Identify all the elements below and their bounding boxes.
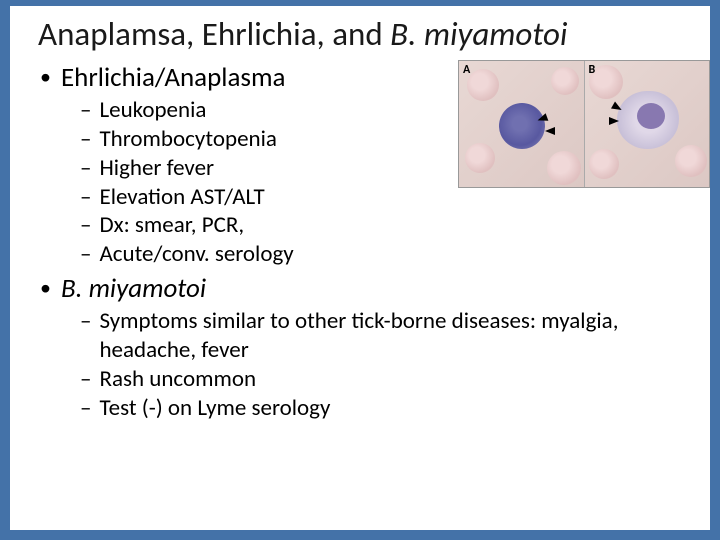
bullet-text: Thrombocytopenia: [99, 125, 276, 154]
arrow-icon: [536, 113, 548, 124]
panel-label-b: B: [589, 63, 596, 77]
dash-marker: –: [80, 394, 91, 423]
bullet-text: Test (-) on Lyme serology: [99, 394, 330, 423]
bullet-level2: – Test (-) on Lyme serology: [80, 394, 692, 423]
cell-inclusion: [637, 103, 665, 129]
rbc-shape: [467, 69, 499, 101]
micrograph-panel-b: B: [585, 61, 710, 187]
bullet-text: Leukopenia: [99, 96, 206, 125]
arrow-icon: [609, 117, 619, 125]
title-italic: B. miyamotoi: [390, 14, 567, 54]
bullet-text: Higher fever: [99, 154, 214, 183]
bullet-marker: •: [40, 62, 51, 93]
title-text: Anaplamsa, Ehrlichia, and: [38, 14, 390, 54]
bullet-marker: •: [40, 273, 51, 304]
dash-marker: –: [80, 307, 91, 336]
bullet-text: Ehrlichia/Anaplasma: [61, 62, 286, 94]
bullet-level2: – Rash uncommon: [80, 365, 692, 394]
slide-title: Anaplamsa, Ehrlichia, and B. miyamotoi: [10, 6, 710, 60]
dash-marker: –: [80, 240, 91, 269]
dash-marker: –: [80, 154, 91, 183]
cell-nucleus: [499, 103, 545, 149]
content-box: Anaplamsa, Ehrlichia, and B. miyamotoi A…: [10, 6, 710, 530]
bullet-text: Symptoms similar to other tick-borne dis…: [99, 307, 659, 365]
rbc-shape: [465, 143, 495, 173]
micrograph-panel-a: A: [459, 61, 585, 187]
rbc-shape: [551, 67, 579, 95]
bullet-text: Elevation AST/ALT: [99, 183, 264, 212]
bullet-level2: – Dx: smear, PCR,: [80, 211, 692, 240]
cell-cytoplasm: [617, 91, 679, 149]
dash-marker: –: [80, 211, 91, 240]
bullet-text: Rash uncommon: [99, 365, 256, 394]
rbc-shape: [589, 149, 619, 179]
bullet-level2: – Acute/conv. serology: [80, 240, 692, 269]
dash-marker: –: [80, 96, 91, 125]
micrograph-figure: A B: [458, 60, 710, 188]
bullet-text: B. miyamotoi: [61, 273, 206, 305]
dash-marker: –: [80, 125, 91, 154]
rbc-shape: [547, 151, 581, 185]
bullet-level2: – Symptoms similar to other tick-borne d…: [80, 307, 692, 365]
slide: Anaplamsa, Ehrlichia, and B. miyamotoi A…: [0, 0, 720, 540]
rbc-shape: [675, 145, 707, 177]
slide-body: A B: [10, 60, 710, 422]
bullet-level1: • B. miyamotoi: [40, 273, 692, 305]
bullet-text: Dx: smear, PCR,: [99, 211, 244, 240]
dash-marker: –: [80, 365, 91, 394]
dash-marker: –: [80, 183, 91, 212]
bullet-text: Acute/conv. serology: [99, 240, 293, 269]
arrow-icon: [545, 127, 555, 135]
panel-label-a: A: [463, 63, 470, 77]
